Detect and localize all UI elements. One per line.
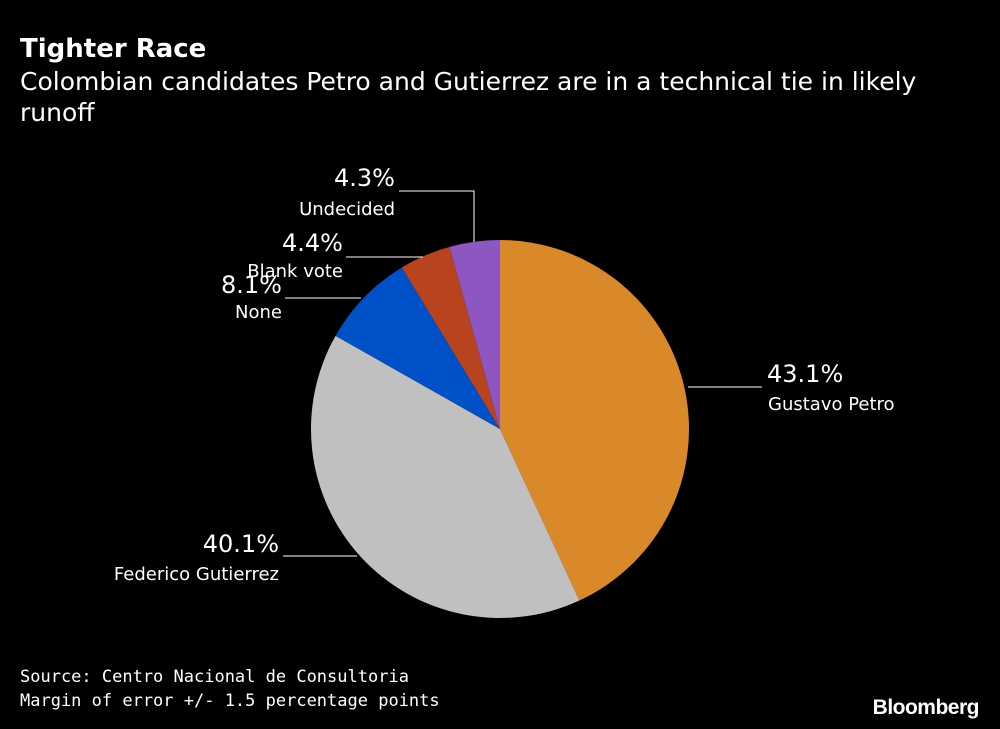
value-label-petro: 43.1%: [767, 360, 843, 388]
chart-subtitle: Colombian candidates Petro and Gutierrez…: [20, 67, 917, 127]
annotation-undecided: 4.3% Undecided: [299, 164, 475, 242]
chart-title: Tighter Race: [20, 34, 207, 64]
chart-footer: Source: Centro Nacional de Consultoria M…: [20, 665, 440, 713]
pie-annotations: 43.1% Gustavo Petro 40.1% Federico Gutie…: [114, 164, 895, 585]
value-label-undecided: 4.3%: [334, 164, 395, 192]
value-label-blank-vote: 4.4%: [282, 229, 343, 257]
slice-label-blank-vote: Blank vote: [247, 261, 343, 282]
value-label-gutierrez: 40.1%: [203, 530, 279, 558]
pie-slice-blank-vote: [401, 246, 500, 429]
pie-slice-gustavo-petro: [500, 240, 689, 601]
bloomberg-logo: Bloomberg: [872, 696, 980, 719]
pie-slice-none: [335, 267, 500, 429]
source-note: Source: Centro Nacional de Consultoria: [20, 667, 409, 687]
annotation-gutierrez: 40.1% Federico Gutierrez: [114, 530, 357, 585]
leader-line-undecided: [399, 190, 475, 242]
value-label-none: 8.1%: [221, 271, 282, 299]
annotation-none: 8.1% None: [221, 271, 361, 323]
pie-slice-undecided: [449, 240, 500, 429]
slice-label-none: None: [235, 302, 282, 323]
slice-label-undecided: Undecided: [299, 199, 395, 220]
annotation-blank-vote: 4.4% Blank vote: [247, 229, 423, 282]
annotation-petro: 43.1% Gustavo Petro: [688, 360, 895, 415]
margin-note: Margin of error +/- 1.5 percentage point…: [20, 691, 440, 711]
pie-slice-federico-gutierrez: [311, 335, 580, 618]
slice-label-petro: Gustavo Petro: [768, 394, 895, 415]
pie-slices: [311, 240, 689, 618]
slice-label-gutierrez: Federico Gutierrez: [114, 564, 279, 585]
